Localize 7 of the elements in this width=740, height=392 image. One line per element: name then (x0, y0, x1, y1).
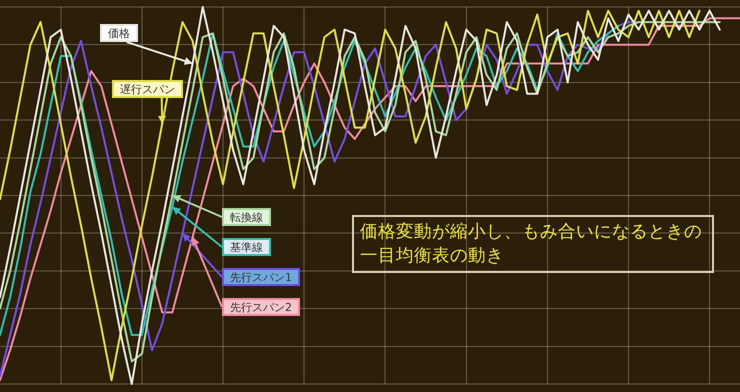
annotation: 価格変動が縮小し、もみ合いになるときの一目均衡表の動き (352, 215, 714, 273)
series-label: 遅行スパン (112, 80, 183, 98)
text: 価格 (100, 24, 138, 42)
text: 先行スパン1 (222, 268, 300, 286)
text: 転換線 (222, 208, 271, 226)
text: 先行スパン2 (222, 298, 300, 316)
text: 基準線 (222, 238, 271, 256)
